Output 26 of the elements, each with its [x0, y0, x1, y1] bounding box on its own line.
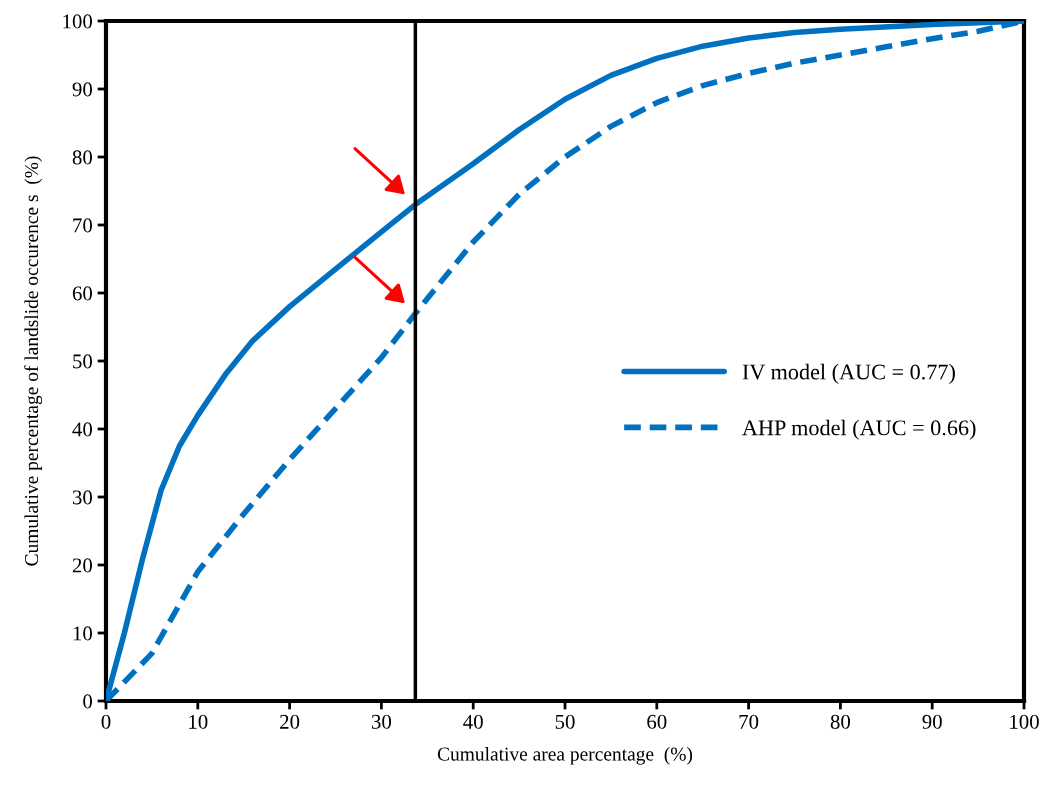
y-tick-label: 30 — [72, 490, 93, 505]
y-tick-label: 0 — [83, 694, 93, 709]
x-tick-label: 60 — [647, 714, 667, 729]
y-tick-label: 40 — [72, 422, 93, 437]
x-tick-label: 90 — [922, 714, 942, 729]
y-tick-label: 60 — [72, 286, 93, 301]
y-tick-label: 20 — [72, 558, 93, 573]
y-tick-label: 100 — [63, 14, 93, 29]
x-axis-title: Cumulative area percentage (%) — [437, 746, 693, 765]
y-tick-label: 70 — [73, 218, 93, 233]
x-tick-label: 100 — [1010, 714, 1039, 729]
x-tick-label: 20 — [280, 714, 300, 729]
legend-label: IV model (AUC = 0.77) — [742, 363, 955, 385]
x-tick-label: 50 — [555, 714, 575, 729]
y-tick-label: 10 — [73, 626, 93, 641]
legend-label: AHP model (AUC = 0.66) — [742, 419, 976, 440]
x-tick-label: 80 — [830, 714, 851, 729]
x-tick-label: 30 — [371, 714, 392, 729]
x-tick-label: 70 — [739, 714, 759, 729]
x-tick-label: 40 — [463, 714, 483, 729]
x-tick-label: 10 — [189, 714, 208, 729]
y-tick-label: 50 — [73, 354, 93, 369]
x-tick-label: 0 — [101, 714, 111, 729]
y-tick-label: 80 — [72, 150, 93, 165]
y-tick-label: 90 — [72, 82, 93, 97]
y-axis-title: Cumulative percentage of landslide occurence s (%) — [24, 156, 43, 566]
